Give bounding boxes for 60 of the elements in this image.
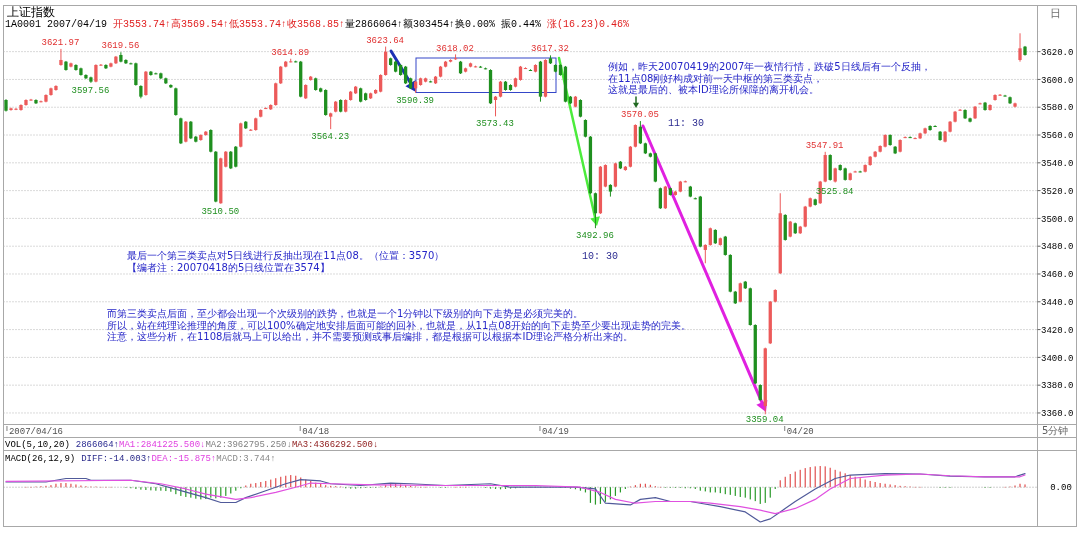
annotation: 3621.97 [41,38,80,48]
x-tick-label: 04/20 [786,427,814,437]
text: 日 [1050,7,1061,20]
text: VOL(5,10,20) [5,440,70,450]
title: 上证指数 [7,5,55,19]
annotation: 涨(16.23)0.46% [547,18,630,30]
text: MA1:2841225.500↓ [119,440,206,450]
annotation: 例如，昨天20070419的2007年一夜情行情，跌破5日线后有一个反抽， [608,61,931,72]
y-tick-label: 3600.0 [1041,75,1074,86]
annotation: 10: 30 [582,251,619,262]
y-tick-label: 3540.0 [1041,159,1074,170]
y-tick-label: 3440.0 [1041,297,1074,308]
annotation: 这就是最后的、被本ID理论所保障的离开机会。 [608,84,819,95]
annotation: 3623.64 [366,35,405,46]
annotation: 在11点08刚好构成对前一天中枢的第三类卖点， [608,72,824,84]
y-tick-label: 3480.0 [1041,242,1074,253]
y-tick-label: 3380.0 [1041,381,1074,392]
annotation: 3570.05 [620,110,659,121]
annotation: 量2866064↑额303454↑换0.00% 振0.44% [345,18,542,30]
annotation: 3564.23 [311,132,350,143]
annotation: 【编者注：20070418的5日线位置在3574】 [127,261,330,273]
annotation: 3590.39 [396,95,435,106]
text: DEA:-15.875↑ [151,454,217,464]
annotation: 3492.96 [575,231,614,242]
annotation: 最后一个第三类卖点对5日线进行反抽出现在11点08。（位置：3570） [127,250,445,261]
ref-line-label: 0.00 [1050,483,1072,494]
annotation: 3617.32 [530,44,569,55]
annotation: 3359.04 [745,414,784,425]
title: MACD(26,12,9) [5,454,76,464]
annotation: 开3553.74↑高3569.54↑低3553.74↑收3568.85↑ [113,18,346,30]
annotation: 3547.91 [805,140,844,151]
text: MA3:4366292.500↓ [291,440,379,450]
x-tick-label: 2007/04/16 [8,427,63,437]
x-tick-label: 04/18 [302,427,330,437]
y-tick-label: 3620.0 [1041,47,1074,58]
y-tick-label: 3560.0 [1041,131,1074,142]
text: 2866064↑ [75,440,120,450]
y-tick-label: 3520.0 [1041,186,1074,197]
y-tick-label: 3400.0 [1041,353,1074,364]
text: MACD:3.744↑ [216,454,276,464]
annotation: 3618.02 [436,43,474,54]
annotation: 3510.50 [201,207,240,217]
text: MA2:3962795.250↓ [205,440,292,450]
subtitle: 1A0001 2007/04/19 [5,19,108,30]
y-tick-label: 3500.0 [1041,214,1074,225]
annotation: 3614.89 [271,47,310,58]
annotation: 注意，这些分析，在1108后就马上可以给出，并不需要预测或事后编排，都是根据可以根据本ID理论严格分析出来的。 [107,331,634,342]
annotation: 所以，站在纯理论推理的角度，可以100%确定地安排后面可能的回补，也就是，从11点08开始的向下走势至少要出现走势的完美。 [107,319,692,331]
annotation: 3573.43 [475,119,514,130]
x-tick-label: 04/19 [541,427,569,437]
y-tick-label: 3420.0 [1041,325,1074,336]
y-tick-label: 3580.0 [1041,103,1074,114]
y-tick-label: 3460.0 [1041,270,1074,281]
y-tick-label: 3360.0 [1041,409,1074,420]
annotation: 3619.56 [101,41,140,52]
text: 5分钟 [1042,425,1069,436]
annotation: 11: 30 [668,118,705,129]
annotation: 而第三类卖点后面，至少都会出现一个次级别的跌势，也就是一个1分钟以下级别的向下走势是必须完美的。 [107,308,584,319]
text: DIFF:-14.003↑ [81,454,152,464]
annotation: 3597.56 [71,86,110,96]
